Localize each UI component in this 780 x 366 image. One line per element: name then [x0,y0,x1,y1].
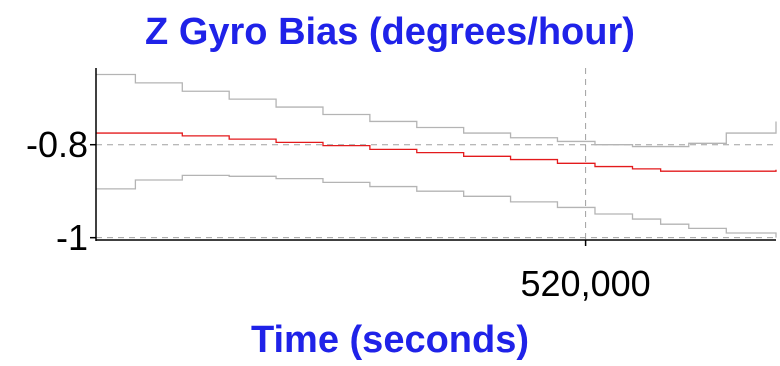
grid-lines [96,68,776,240]
series-line-0 [96,132,777,172]
tick-labels: -0.8 -1 520,000 [26,124,651,304]
x-axis-label: Time (seconds) [250,319,530,361]
x-tick-label-0: 520,000 [521,263,651,304]
series-lines [96,73,777,238]
y-tick-label-1: -1 [56,217,88,258]
chart-title: Z Gyro Bias (degrees/hour) [145,11,635,53]
axes [90,68,776,246]
series-line-2 [96,174,777,238]
series-line-1 [96,73,777,148]
y-tick-label-0: -0.8 [26,124,88,165]
